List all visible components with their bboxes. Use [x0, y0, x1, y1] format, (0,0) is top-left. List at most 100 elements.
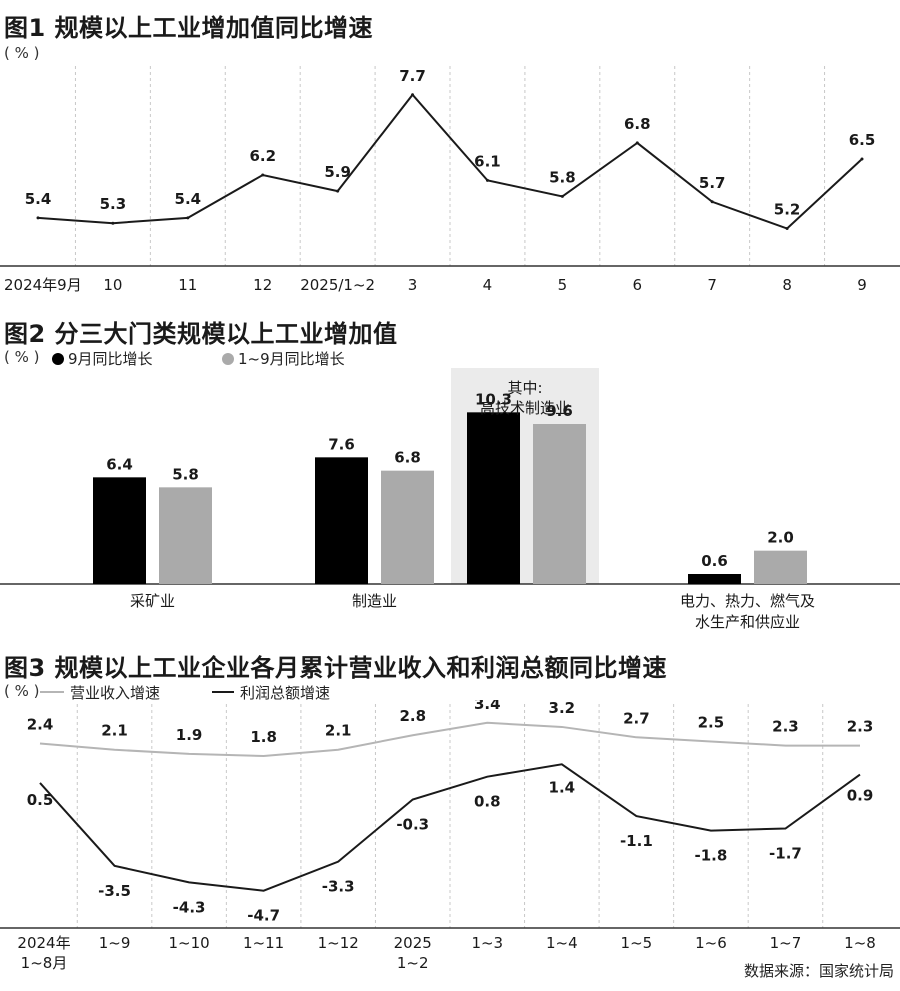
chart3-unit: ( % ) [4, 682, 40, 700]
chart2-data-label: 10.3 [475, 390, 512, 408]
chart1-x-tick-label: 11 [178, 276, 197, 294]
chart3-x-tick-label: 1~8 [844, 934, 876, 952]
chart1-x-tick-label: 3 [408, 276, 418, 294]
chart2-data-label: 9.6 [546, 402, 573, 420]
chart1-data-label: 5.4 [25, 190, 52, 208]
chart1-x-tick-label: 6 [632, 276, 642, 294]
chart1-data-label: 6.5 [849, 131, 876, 149]
data-source: 数据来源：国家统计局 [743, 962, 894, 980]
chart3-profit-label: 0.8 [474, 793, 501, 811]
chart2-bar [93, 477, 146, 584]
chart2-category-label: 制造业 [352, 592, 397, 610]
chart3-legend-label-0: 营业收入增速 [70, 684, 161, 702]
chart3-x-tick-label: 1~5 [621, 934, 653, 952]
legend-line-gray [40, 691, 64, 693]
chart3-revenue-label: 2.1 [101, 722, 128, 740]
chart3-x-tick-label: 1~11 [243, 934, 284, 952]
chart1-point [635, 141, 639, 145]
chart1-point [261, 173, 265, 177]
chart1-data-label: 5.4 [175, 190, 202, 208]
chart1-point [336, 189, 340, 193]
chart2-data-label: 7.6 [328, 435, 355, 453]
chart1-data-label: 5.2 [774, 201, 801, 219]
chart2-bar [754, 550, 807, 584]
chart3-legend-item-0: 营业收入增速 [40, 682, 160, 703]
chart3-profit-label: 0.5 [27, 791, 54, 809]
chart3-revenue-label: 2.1 [325, 722, 352, 740]
chart3-profit-label: -4.7 [247, 907, 280, 925]
chart1-x-tick-label: 2025/1~2 [300, 276, 375, 294]
chart2-data-label: 6.4 [106, 455, 133, 473]
chart1-x-tick-label: 8 [782, 276, 792, 294]
chart3-x-tick-label: 1~8月 [21, 954, 68, 972]
legend-swatch-gray [222, 353, 234, 365]
chart1-point [785, 227, 789, 231]
chart1-data-label: 5.8 [549, 168, 576, 186]
chart3-x-tick-label: 1~6 [695, 934, 727, 952]
chart2-data-label: 2.0 [767, 529, 794, 547]
chart3-x-tick-label: 1~4 [546, 934, 578, 952]
chart3-title: 图3 规模以上工业企业各月累计营业收入和利润总额同比增速 [4, 654, 668, 682]
chart1-point [485, 178, 489, 182]
chart2-bar [467, 412, 520, 584]
chart2-category-label: 电力、热力、燃气及 [680, 592, 815, 610]
chart3-revenue-label: 2.8 [399, 707, 426, 725]
chart3-profit-label: -1.8 [695, 847, 728, 865]
chart2-data-label: 0.6 [701, 552, 728, 570]
chart3-profit-label: -0.3 [396, 815, 429, 833]
chart3-x-tick-label: 1~3 [471, 934, 503, 952]
chart3-profit-label: -3.5 [98, 882, 131, 900]
chart3-revenue-label: 1.8 [250, 728, 277, 746]
chart2-bar-chart: 6.4 5.8 采矿业 7.6 6.8 制造业 10.3 9.6其中: 高技术制造业 0.6 2.0… [0, 368, 900, 631]
chart2-highlight-label: 其中: [507, 379, 542, 397]
chart2-legend-item-1: 1~9月同比增长 [222, 348, 345, 369]
chart3-profit-line [39, 763, 861, 892]
chart1-x-tick-label: 9 [857, 276, 867, 294]
chart3-legend-label-1: 利润总额增速 [240, 684, 331, 702]
chart1-x-tick-label: 2024年9月 [4, 276, 82, 294]
chart3-x-tick-label: 1~10 [168, 934, 209, 952]
chart1-data-label: 6.8 [624, 115, 651, 133]
chart1-x-tick-label: 5 [558, 276, 568, 294]
chart3-profit-label: -1.7 [769, 845, 802, 863]
chart1-data-label: 7.7 [399, 67, 426, 85]
chart3-revenue-label: 1.9 [176, 726, 203, 744]
chart1-series-line [37, 93, 863, 230]
chart3-revenue-label: 3.2 [549, 700, 576, 717]
legend-line-black [212, 691, 234, 693]
chart1-line-chart: 5.4 5.3 5.4 6.2 5.9 7.7 6.1 5.8 6.8 5.7 5.2 6.5 2024… [0, 66, 900, 294]
chart3-x-tick-label: 1~9 [99, 934, 131, 952]
chart2-bar [688, 574, 741, 584]
chart3-x-tick-label: 1~12 [318, 934, 359, 952]
chart3-x-tick-label: 1~2 [397, 954, 429, 972]
chart3-profit-label: 0.9 [847, 787, 874, 805]
chart3-x-tick-label: 2024年 [17, 934, 70, 952]
chart1-x-tick-label: 10 [103, 276, 122, 294]
chart2-category-label: 采矿业 [130, 592, 175, 610]
chart1-x-tick-label: 12 [253, 276, 272, 294]
chart1-x-tick-label: 4 [483, 276, 493, 294]
chart2-bar [315, 457, 368, 584]
chart3-x-tick-label: 2025 [394, 934, 432, 952]
chart1-data-label: 5.7 [699, 174, 726, 192]
chart2-unit: ( % ) [4, 348, 40, 366]
chart2-legend-item-0: 9月同比增长 [52, 348, 153, 369]
chart3-revenue-label: 2.3 [847, 718, 874, 736]
chart1-unit: ( % ) [4, 44, 40, 62]
chart1-data-label: 6.2 [249, 147, 276, 165]
chart1-point [186, 216, 190, 220]
chart3-revenue-label: 2.4 [27, 716, 54, 734]
chart1-data-label: 5.3 [100, 195, 127, 213]
chart2-legend-label-1: 1~9月同比增长 [238, 350, 345, 368]
chart3-revenue-label: 2.5 [698, 713, 725, 731]
chart3-revenue-line [39, 721, 860, 757]
chart2-highlight-label: 高技术制造业 [480, 399, 570, 417]
legend-swatch-black [52, 353, 64, 365]
chart2-data-label: 6.8 [394, 449, 421, 467]
chart1-data-label: 6.1 [474, 152, 501, 170]
chart3-x-tick-label: 1~7 [770, 934, 802, 952]
chart3-legend-item-1: 利润总额增速 [206, 682, 330, 703]
chart2-legend-label-0: 9月同比增长 [68, 350, 153, 368]
chart2-bar [159, 487, 212, 584]
chart1-point [860, 157, 864, 161]
